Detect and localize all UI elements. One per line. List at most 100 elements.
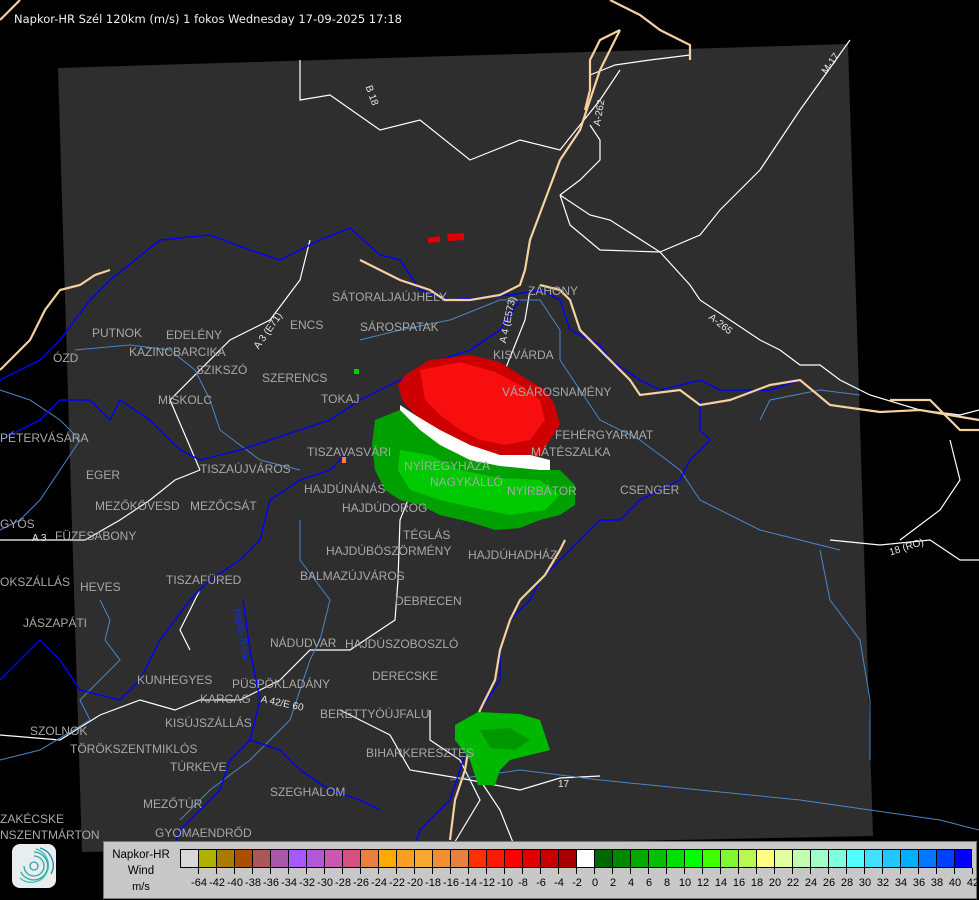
napkor-logo [12, 844, 56, 888]
legend-swatch [270, 849, 288, 868]
legend-tick-label: 14 [714, 877, 728, 889]
legend-subtitle: Wind [127, 865, 155, 877]
legend-swatch [738, 849, 756, 868]
city-label: HAJDÚBÖSZÖRMÉNY [326, 544, 452, 558]
legend-tick [432, 868, 433, 874]
legend-swatch [324, 849, 342, 868]
city-label: TÚRKEVE [170, 760, 227, 774]
city-label: ZAKÉCSKE [0, 812, 65, 826]
city-label: ENCS [290, 318, 324, 332]
city-label: MEZŐKÖVESD [95, 499, 180, 513]
legend-tick [936, 868, 937, 874]
city-label: SZOLNOK [30, 724, 88, 738]
city-label: NSZENTMÁRTON [0, 828, 100, 842]
legend-tick-label: -36 [263, 877, 279, 889]
legend-tick-label: -30 [317, 877, 333, 889]
legend-tick [522, 868, 523, 874]
legend-swatch [486, 849, 504, 868]
rivers [0, 299, 979, 831]
legend-tick-label: -16 [443, 877, 459, 889]
city-label: GYOMAENDRŐD [155, 826, 252, 840]
legend-swatch [414, 849, 432, 868]
city-label: BIHARKERESZTES [366, 746, 475, 760]
legend-tick [450, 868, 451, 874]
legend-swatch [468, 849, 486, 868]
city-label: BALMAZÚJVÁROS [300, 569, 405, 583]
city-label: MEZŐTÚR [143, 797, 203, 811]
legend-tick [288, 868, 289, 874]
legend-tick [954, 868, 955, 874]
legend-tick [702, 868, 703, 874]
legend-swatch [810, 849, 828, 868]
legend-tick [684, 868, 685, 874]
city-label: PUTNOK [92, 326, 143, 340]
city-label: MEZŐCSÁT [190, 499, 257, 513]
legend-swatch [684, 849, 702, 868]
city-label: FÜZESABONY [55, 529, 137, 543]
city-label: MISKOLC [158, 393, 213, 407]
legend-swatch [522, 849, 540, 868]
legend-tick [342, 868, 343, 874]
legend-title: Napkor-HR [112, 849, 170, 861]
legend-tick-label: -10 [497, 877, 513, 889]
legend-tick [468, 868, 469, 874]
legend-tick-label: 18 [750, 877, 764, 889]
city-label: HEVES [80, 580, 121, 594]
legend-tick-label: 38 [930, 877, 944, 889]
legend-tick-label: 8 [663, 877, 671, 889]
radar-echoes [342, 233, 575, 785]
legend-swatch [702, 849, 720, 868]
city-label: TISZAFÜRED [166, 573, 242, 587]
legend-tick [810, 868, 811, 874]
city-label: TISZAÚJVÁROS [200, 462, 291, 476]
legend-tick-label: -34 [281, 877, 297, 889]
legend-tick [414, 868, 415, 874]
legend-tick-label: -4 [554, 877, 564, 889]
echo-orange-dot [342, 457, 346, 463]
city-label: ZÁHONY [528, 284, 579, 298]
legend-swatch [918, 849, 936, 868]
legend-tick [756, 868, 757, 874]
legend-tick-label: 36 [912, 877, 926, 889]
legend-tick-label: -6 [536, 877, 546, 889]
legend-tick [378, 868, 379, 874]
legend-tick-label: -42 [209, 877, 225, 889]
legend-tick-label: 42 [966, 877, 979, 889]
legend-swatch [540, 849, 558, 868]
legend-swatch [648, 849, 666, 868]
legend-tick [864, 868, 865, 874]
map-title: Napkor-HR Szél 120km (m/s) 1 fokos Wedne… [14, 12, 402, 26]
legend-tick-label: 20 [768, 877, 782, 889]
legend-tick-label: 26 [822, 877, 836, 889]
legend-tick-label: -38 [245, 877, 261, 889]
city-label: HAJDÚSZOBOSZLÓ [345, 637, 459, 651]
city-label: NAGYKÁLLÓ [430, 475, 503, 489]
city-label: HAJDÚDOROG [342, 501, 428, 515]
legend-swatch [360, 849, 378, 868]
city-label: HAJDÚHADHÁZ [468, 548, 558, 562]
legend-tick-label: 32 [876, 877, 890, 889]
legend-swatch [558, 849, 576, 868]
city-label: NYÍRBÁTOR [507, 484, 577, 498]
legend-tick-label: -28 [335, 877, 351, 889]
city-label: MÁTÉSZALKA [531, 445, 611, 459]
city-label: KISÚJSZÁLLÁS [165, 716, 252, 730]
legend-swatch [846, 849, 864, 868]
legend-tick-label: -18 [425, 877, 441, 889]
legend-tick-label: 2 [609, 877, 617, 889]
legend-tick [558, 868, 559, 874]
legend-tick-label: -20 [407, 877, 423, 889]
city-label: TISZAVASVÁRI [307, 445, 392, 459]
city-label: TÉGLÁS [403, 528, 451, 542]
legend-swatch [198, 849, 216, 868]
legend-unit: m/s [132, 881, 150, 893]
city-label: EDELÉNY [166, 328, 223, 342]
legend-swatch [756, 849, 774, 868]
country-border [0, 0, 979, 841]
legend-tick [612, 868, 613, 874]
legend-swatch [396, 849, 414, 868]
city-label: SZERENCS [262, 371, 328, 385]
legend-swatch [342, 849, 360, 868]
legend-tick-label: 16 [732, 877, 746, 889]
